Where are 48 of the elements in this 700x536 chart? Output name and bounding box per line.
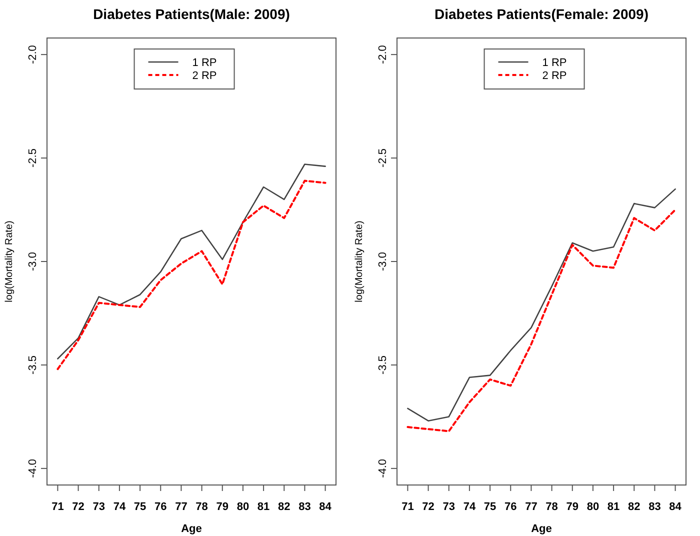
x-tick-label: 82 bbox=[628, 501, 640, 513]
x-tick-label: 77 bbox=[525, 501, 538, 513]
x-tick-label: 75 bbox=[484, 501, 496, 513]
x-tick-label: 80 bbox=[236, 501, 250, 513]
legend-label: 1 RP bbox=[542, 57, 567, 69]
x-tick-label: 77 bbox=[175, 501, 188, 513]
x-tick-label: 74 bbox=[463, 501, 476, 513]
x-tick-label: 72 bbox=[422, 501, 434, 513]
x-tick-label: 78 bbox=[546, 501, 558, 513]
x-tick-label: 83 bbox=[648, 501, 661, 513]
x-tick-label: 78 bbox=[196, 501, 208, 513]
x-tick-label: 76 bbox=[154, 501, 167, 513]
x-tick-label: 81 bbox=[257, 501, 270, 513]
y-tick-label: -3.5 bbox=[27, 355, 39, 374]
y-tick-label: -4.0 bbox=[27, 458, 39, 478]
x-tick-label: 81 bbox=[607, 501, 620, 513]
x-tick-label: 71 bbox=[52, 501, 64, 513]
legend-label: 1 RP bbox=[192, 57, 217, 69]
y-tick-label: -4.0 bbox=[377, 458, 389, 478]
x-tick-label: 73 bbox=[92, 501, 105, 513]
chart-title: Diabetes Patients(Female: 2009) bbox=[434, 6, 648, 22]
x-tick-label: 76 bbox=[504, 501, 517, 513]
y-tick-label: -3.5 bbox=[377, 355, 389, 374]
x-tick-label: 74 bbox=[113, 501, 126, 513]
legend-label: 2 RP bbox=[542, 70, 567, 82]
y-tick-label: -2.5 bbox=[377, 148, 389, 168]
y-tick-label: -2.0 bbox=[377, 45, 389, 64]
y-tick-label: -3.0 bbox=[377, 252, 389, 271]
y-tick-label: -2.5 bbox=[27, 148, 39, 168]
y-axis-title: log(Mortality Rate) bbox=[4, 220, 15, 302]
x-tick-label: 73 bbox=[442, 501, 455, 513]
x-tick-label: 75 bbox=[134, 501, 146, 513]
x-axis-title: Age bbox=[531, 523, 552, 535]
x-tick-label: 72 bbox=[72, 501, 84, 513]
y-axis-title: log(Mortality Rate) bbox=[354, 220, 365, 302]
x-tick-label: 84 bbox=[319, 501, 332, 513]
x-tick-label: 84 bbox=[669, 501, 682, 513]
legend-label: 2 RP bbox=[192, 70, 217, 82]
x-tick-label: 79 bbox=[566, 501, 578, 513]
chart-title: Diabetes Patients(Male: 2009) bbox=[93, 6, 290, 22]
x-tick-label: 71 bbox=[402, 501, 414, 513]
y-tick-label: -3.0 bbox=[27, 252, 39, 271]
y-tick-label: -2.0 bbox=[27, 45, 39, 64]
x-axis-title: Age bbox=[181, 523, 202, 535]
x-tick-label: 79 bbox=[216, 501, 228, 513]
x-tick-label: 82 bbox=[278, 501, 290, 513]
x-tick-label: 83 bbox=[298, 501, 311, 513]
x-tick-label: 80 bbox=[586, 501, 600, 513]
